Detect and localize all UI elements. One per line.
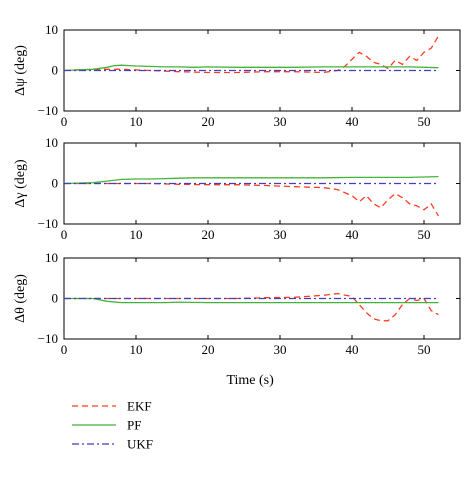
x-tick-label: 10 [130, 227, 143, 242]
y-tick-label: −10 [38, 331, 58, 346]
x-tick-label: 0 [61, 342, 68, 357]
x-tick-label: 30 [274, 227, 287, 242]
series-pf-line-2 [63, 175, 439, 185]
y-tick-label: 0 [52, 63, 59, 78]
legend-label-ekf: EKF [127, 399, 152, 414]
series-pf-line-3 [64, 297, 439, 304]
x-tick-label: 0 [61, 114, 68, 129]
series-ekf-line-2 [64, 182, 439, 217]
x-tick-label: 50 [418, 342, 431, 357]
x-axis-label: Time (s) [226, 373, 274, 388]
x-tick-label: 50 [418, 227, 431, 242]
x-tick-label: 0 [61, 227, 68, 242]
x-tick-label: 40 [346, 114, 359, 129]
x-tick-label: 30 [274, 114, 287, 129]
x-tick-label: 40 [346, 342, 359, 357]
y-tick-label: 10 [45, 135, 58, 150]
y-tick-label: 10 [45, 22, 58, 37]
x-tick-label: 50 [418, 114, 431, 129]
x-tick-label: 10 [130, 114, 143, 129]
y-tick-label: −10 [38, 216, 58, 231]
y-tick-label: −10 [38, 103, 58, 118]
legend-label-pf: PF [127, 418, 141, 433]
x-tick-label: 40 [346, 227, 359, 242]
x-tick-label: 20 [202, 342, 215, 357]
x-tick-label: 20 [202, 227, 215, 242]
y-axis-label-3: Δθ (deg) [13, 274, 28, 323]
y-tick-label: 0 [52, 176, 59, 191]
x-tick-label: 10 [130, 342, 143, 357]
y-tick-label: 0 [52, 291, 59, 306]
y-tick-label: 10 [45, 250, 58, 265]
x-tick-label: 30 [274, 342, 287, 357]
x-tick-label: 20 [202, 114, 215, 129]
series-pf-line-1 [63, 64, 439, 72]
series-ekf-line-3 [64, 292, 439, 322]
y-axis-label-2: Δγ (deg) [13, 159, 28, 208]
legend-label-ukf: UKF [127, 437, 153, 452]
series-ekf-line-1 [63, 35, 439, 74]
y-axis-label-1: Δψ (deg) [13, 45, 28, 96]
